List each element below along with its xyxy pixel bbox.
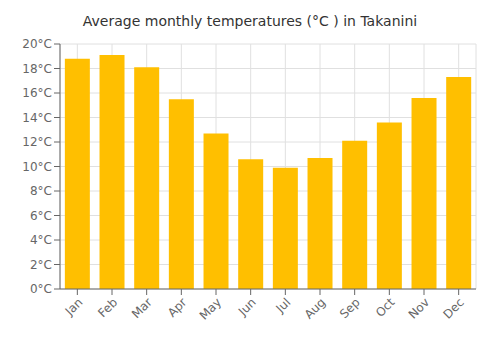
svg-text:0°C: 0°C xyxy=(30,282,52,296)
svg-text:Jul: Jul xyxy=(273,295,294,316)
svg-text:Jan: Jan xyxy=(62,295,86,319)
svg-text:Feb: Feb xyxy=(95,295,120,320)
svg-text:Nov: Nov xyxy=(406,295,432,321)
svg-text:14°C: 14°C xyxy=(22,111,52,125)
svg-text:12°C: 12°C xyxy=(22,135,52,149)
svg-text:4°C: 4°C xyxy=(30,233,52,247)
svg-text:20°C: 20°C xyxy=(22,37,52,51)
svg-text:Apr: Apr xyxy=(165,295,190,320)
svg-text:Jun: Jun xyxy=(235,295,259,319)
html-text:Average monthly temperatures (: Average monthly temperatures (°C ) in Ta… xyxy=(82,13,418,29)
svg-text:Mar: Mar xyxy=(129,295,155,321)
svg-text:10°C: 10°C xyxy=(22,160,52,174)
svg-text:6°C: 6°C xyxy=(30,209,52,223)
svg-text:Dec: Dec xyxy=(440,295,466,321)
svg-text:16°C: 16°C xyxy=(22,86,52,100)
svg-text:May: May xyxy=(197,295,224,322)
svg-text:8°C: 8°C xyxy=(30,184,52,198)
svg-text:18°C: 18°C xyxy=(22,62,52,76)
svg-text:Sep: Sep xyxy=(337,295,363,321)
svg-text:Aug: Aug xyxy=(302,295,328,321)
svg-text:2°C: 2°C xyxy=(30,258,52,272)
svg-text:Oct: Oct xyxy=(373,295,398,320)
